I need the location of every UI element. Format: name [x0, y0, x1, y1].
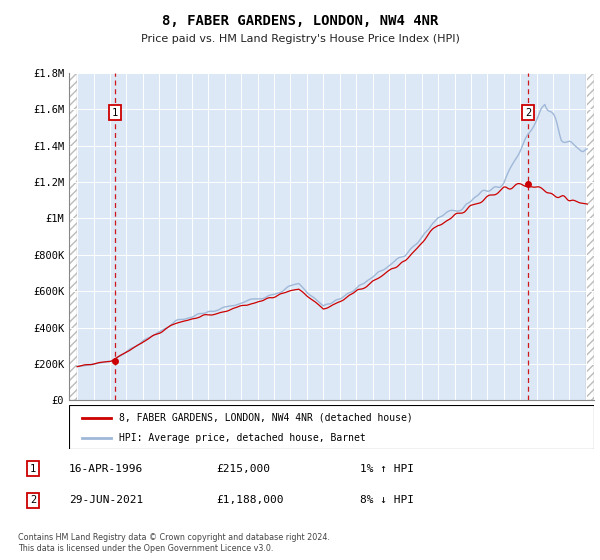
Text: 8% ↓ HPI: 8% ↓ HPI — [360, 496, 414, 506]
Text: 16-APR-1996: 16-APR-1996 — [69, 464, 143, 474]
Text: 1: 1 — [30, 464, 36, 474]
Text: 8, FABER GARDENS, LONDON, NW4 4NR: 8, FABER GARDENS, LONDON, NW4 4NR — [162, 14, 438, 28]
Text: Price paid vs. HM Land Registry's House Price Index (HPI): Price paid vs. HM Land Registry's House … — [140, 34, 460, 44]
Text: 2: 2 — [525, 108, 532, 118]
Text: 2: 2 — [30, 496, 36, 506]
Text: 8, FABER GARDENS, LONDON, NW4 4NR (detached house): 8, FABER GARDENS, LONDON, NW4 4NR (detac… — [119, 413, 413, 423]
Text: £1,188,000: £1,188,000 — [216, 496, 284, 506]
Text: 1% ↑ HPI: 1% ↑ HPI — [360, 464, 414, 474]
Text: 29-JUN-2021: 29-JUN-2021 — [69, 496, 143, 506]
Bar — [586, 73, 594, 400]
Text: HPI: Average price, detached house, Barnet: HPI: Average price, detached house, Barn… — [119, 433, 365, 443]
Bar — [69, 73, 77, 400]
Text: £215,000: £215,000 — [216, 464, 270, 474]
Text: Contains HM Land Registry data © Crown copyright and database right 2024.
This d: Contains HM Land Registry data © Crown c… — [18, 533, 330, 553]
FancyBboxPatch shape — [69, 405, 594, 449]
Text: 1: 1 — [112, 108, 118, 118]
